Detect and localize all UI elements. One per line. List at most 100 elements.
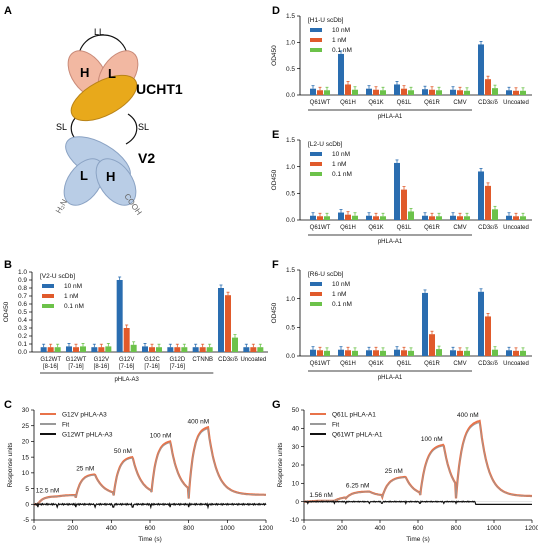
panel-f-bar [485, 316, 491, 356]
panel-b-legend-swatch-1 [42, 294, 54, 298]
heavy-chain-label-top: H [80, 65, 89, 80]
panel-b-category-sublabel: [8-16] [94, 364, 110, 370]
panel-f-bar [408, 350, 414, 356]
panel-f-bar [317, 350, 323, 356]
panel-f-y-tick-label: 0.0 [286, 353, 295, 360]
panel-e-bar [485, 185, 491, 220]
panel-c-y-tick-label: 15 [22, 454, 30, 461]
panel-b-y-tick-label: 0.4 [18, 317, 27, 324]
panel-b-category-sublabel: [7-16] [170, 364, 186, 370]
panel-d-y-axis-label: OD450 [271, 45, 278, 66]
panel-e-bar [457, 216, 463, 220]
panel-e-y-tick-label: 1.5 [286, 137, 295, 144]
panel-d-legend-label-1: 1 nM [332, 37, 346, 44]
panel-d-y-tick-label: 0.0 [286, 92, 295, 99]
panel-c-legend-label-2: G12WT pHLA-A3 [62, 432, 113, 439]
panel-e-legend-label-2: 0.1 nM [332, 171, 352, 178]
panel-e-bar [394, 162, 400, 220]
panel-g-x-tick-label: 800 [451, 525, 462, 532]
panel-g-x-tick-label: 1200 [525, 525, 538, 532]
panel-b-title: [V2-U scDb] [40, 273, 75, 280]
panel-b-y-tick-label: 0.6 [18, 301, 27, 308]
panel-b-bar [149, 347, 155, 352]
panel-c-concentration-label: 50 nM [114, 448, 132, 455]
panel-b-group-label: pHLA-A3 [114, 377, 139, 383]
panel-d-bar [380, 90, 386, 95]
panel-c-concentration-label: 12.5 nM [36, 487, 60, 494]
panel-e-bar [345, 214, 351, 220]
panel-d-bar [464, 90, 470, 95]
panel-f-bar [478, 291, 484, 356]
panel-d-y-tick-label: 1.5 [286, 13, 295, 20]
panel-f-category-label: Q61WT [310, 361, 331, 367]
panel-e-legend-label-1: 1 nM [332, 161, 346, 168]
panel-b-category-label: G12V [119, 357, 134, 363]
panel-e-legend-label-0: 10 nM [332, 151, 350, 158]
panel-b-bar [174, 347, 181, 352]
panel-f-legend-swatch-2 [310, 302, 322, 306]
panel-g-y-tick-label: 20 [292, 462, 300, 469]
panel-b-category-label: G12V [94, 357, 109, 363]
panel-b-bar [54, 347, 61, 352]
panel-e-category-label: Q61K [368, 225, 383, 231]
panel-g-y-axis-label: Response units [277, 442, 284, 488]
panel-e-bar [520, 216, 526, 220]
panel-f-y-tick-label: 0.5 [286, 325, 295, 332]
panel-g-x-tick-label: 0 [302, 525, 306, 532]
panel-d-bar [450, 89, 456, 95]
panel-d-bar [401, 88, 407, 95]
panel-c-control-curve [33, 502, 267, 510]
v2-domain-lower-right [95, 158, 137, 206]
panel-f-category-label: CD3ε/δ [478, 361, 498, 367]
panel-e-bar [450, 215, 456, 220]
panel-label-g: G [272, 399, 281, 411]
panel-f-legend-swatch-0 [310, 282, 322, 286]
panel-e-bar [429, 216, 435, 220]
antibody-schematic [63, 34, 139, 206]
panel-d-bar [436, 90, 442, 95]
panel-d-bar [338, 53, 344, 95]
panel-e-title: [L2-U scDb] [308, 141, 343, 148]
panel-d-bar [373, 89, 379, 95]
panel-e-bar [436, 216, 442, 220]
panel-g-fit-curve [304, 422, 532, 503]
panel-f-y-tick-label: 1.5 [286, 267, 295, 274]
panel-f-y-tick-label: 1.0 [286, 296, 295, 303]
panel-d-bar [520, 90, 526, 95]
panel-e-bar [338, 212, 344, 220]
panel-label-f: F [272, 259, 279, 271]
panel-b-bar [243, 347, 250, 352]
panel-f-category-label: Q61K [368, 361, 383, 367]
ucht1-heavy-domain [70, 74, 138, 122]
panel-e-bar [464, 216, 470, 220]
panel-b-bar [257, 347, 264, 352]
panel-b-bar [73, 347, 79, 352]
panel-label-a: A [4, 5, 12, 17]
panel-e-category-label: Q61L [397, 225, 412, 231]
panel-c-y-tick-label: 5 [25, 486, 29, 493]
panel-d-bar [429, 89, 435, 95]
panel-c-x-axis-label: Time (s) [138, 536, 162, 543]
panel-f-category-label: Q61H [340, 361, 356, 367]
panel-d-bar [408, 90, 414, 95]
panel-b-category-label: G12WT [66, 357, 87, 363]
panel-d-category-label: Q61L [397, 100, 412, 106]
panel-b-y-axis-label: OD450 [3, 301, 10, 322]
panel-b-legend-swatch-0 [42, 284, 54, 288]
panel-b-bar [232, 337, 238, 352]
panel-b-legend-label-0: 10 nM [64, 283, 82, 290]
panel-d-category-label: Q61H [340, 100, 356, 106]
panel-g-y-tick-label: 10 [292, 481, 300, 488]
panel-e-bar [352, 215, 358, 220]
panel-e-bar [408, 211, 414, 220]
panel-b-legend-label-2: 0.1 nM [64, 303, 84, 310]
panel-d-legend-swatch-1 [310, 38, 322, 42]
panel-e-bar [310, 215, 316, 220]
panel-c-y-tick-label: 10 [22, 470, 30, 477]
panel-d-bar [394, 84, 400, 95]
panel-f-bar [366, 350, 372, 356]
panel-b-category-label: G12C [144, 357, 160, 363]
panel-b-category-label: Uncoated [240, 357, 266, 363]
panel-f-bar [394, 349, 400, 356]
